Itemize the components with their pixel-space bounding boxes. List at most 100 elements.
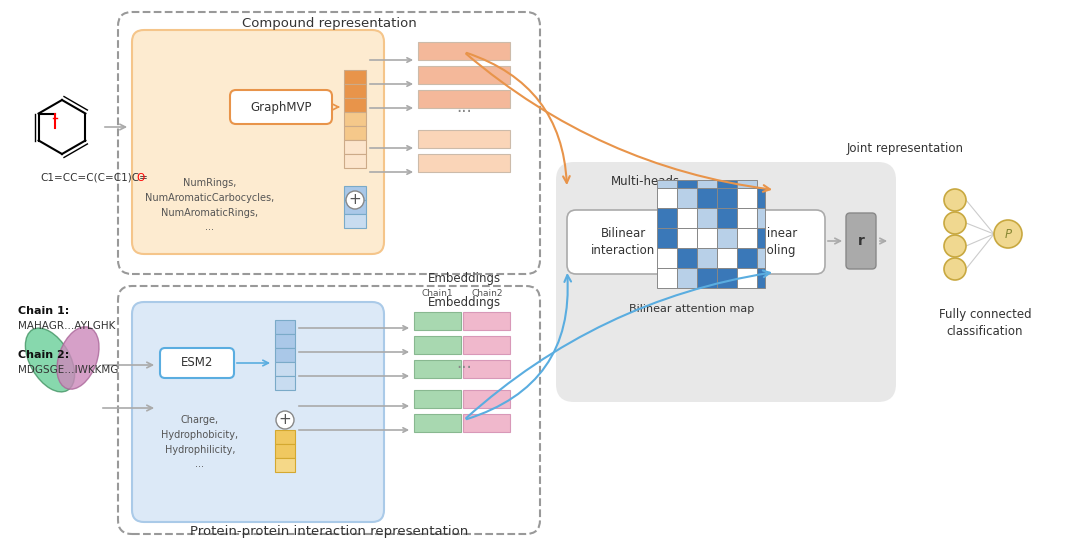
Bar [275,458,295,472]
Bar [345,98,366,112]
Text: Embeddings: Embeddings [428,272,500,285]
FancyBboxPatch shape [725,210,825,274]
Circle shape [944,189,966,211]
Text: Bilinear
pooling: Bilinear pooling [753,227,798,257]
Bar [345,70,366,84]
Bar [657,248,677,268]
Text: Charge,
Hydrophobicity,
Hydrophilicity,
...: Charge, Hydrophobicity, Hydrophilicity, … [161,415,239,469]
Bar [275,430,295,444]
Bar [657,188,677,208]
Text: Fully connected
classification: Fully connected classification [939,308,1031,338]
Text: Compound representation: Compound representation [242,17,417,30]
FancyBboxPatch shape [567,210,679,274]
Bar [463,360,510,378]
Text: Protein-protein interaction representation: Protein-protein interaction representati… [190,525,468,538]
Circle shape [944,258,966,280]
Bar [414,336,461,354]
Text: +: + [279,412,292,428]
Bar [697,180,717,188]
Bar [677,228,697,248]
FancyBboxPatch shape [846,213,876,269]
Bar [737,268,757,288]
Text: NumRings,
NumAromaticCarbocycles,
NumAromaticRings,
...: NumRings, NumAromaticCarbocycles, NumAro… [146,178,274,232]
Text: Chain1: Chain1 [421,289,453,298]
Text: C1=CC=C(C=C1)C=: C1=CC=C(C=C1)C= [40,173,148,183]
Bar [757,228,765,248]
Bar [463,312,510,330]
Ellipse shape [57,327,99,389]
Text: MDGSGE…IWKKMG: MDGSGE…IWKKMG [18,365,119,375]
Bar [697,248,717,268]
Bar [757,268,765,288]
FancyBboxPatch shape [132,30,384,254]
Bar [418,42,510,60]
Bar [345,140,366,154]
Bar [697,208,717,228]
Bar [717,268,737,288]
Text: Chain 2:: Chain 2: [18,350,69,360]
FancyBboxPatch shape [160,348,234,378]
Bar [757,208,765,228]
Bar [697,188,717,208]
Text: O: O [136,173,145,183]
Bar [275,348,295,362]
Circle shape [276,411,294,429]
Bar [345,186,366,200]
Text: Chain2: Chain2 [471,289,503,298]
Text: MAHAGR…AYLGHK: MAHAGR…AYLGHK [18,321,116,331]
Text: P: P [1004,227,1012,240]
Bar [414,312,461,330]
Text: Multi-heads: Multi-heads [610,175,679,188]
Text: GraphMVP: GraphMVP [251,101,312,114]
Circle shape [944,212,966,234]
Text: ...: ... [456,354,472,372]
Bar [737,208,757,228]
Bar [275,334,295,348]
Text: r: r [858,234,864,248]
Bar [677,180,697,188]
Bar [717,208,737,228]
Bar [345,214,366,228]
Text: ESM2: ESM2 [180,356,213,369]
Text: Embeddings: Embeddings [428,296,500,309]
Bar [463,336,510,354]
Circle shape [346,191,364,209]
Bar [757,248,765,268]
Bar [275,376,295,390]
Text: Joint representation: Joint representation [847,142,963,155]
Circle shape [944,235,966,257]
Bar [418,130,510,148]
Bar [345,154,366,168]
Text: Bilinear attention map: Bilinear attention map [630,304,755,314]
FancyBboxPatch shape [132,302,384,522]
Bar [463,390,510,408]
Bar [418,90,510,108]
Bar [677,248,697,268]
Bar [677,208,697,228]
Bar [757,188,765,208]
Bar [345,200,366,214]
Text: ...: ... [456,98,472,116]
Bar [345,112,366,126]
Bar [657,228,677,248]
Bar [717,248,737,268]
Bar [345,126,366,140]
Bar [737,180,757,188]
Bar [737,228,757,248]
Ellipse shape [25,328,75,392]
Text: +: + [349,193,362,207]
FancyBboxPatch shape [230,90,332,124]
Bar [414,390,461,408]
Bar [418,154,510,172]
Bar [717,228,737,248]
Bar [737,188,757,208]
Bar [737,248,757,268]
Bar [677,268,697,288]
Bar [275,362,295,376]
Bar [414,414,461,432]
Bar [697,228,717,248]
Bar [657,180,677,188]
Bar [717,180,737,188]
Bar [677,188,697,208]
Bar [275,444,295,458]
